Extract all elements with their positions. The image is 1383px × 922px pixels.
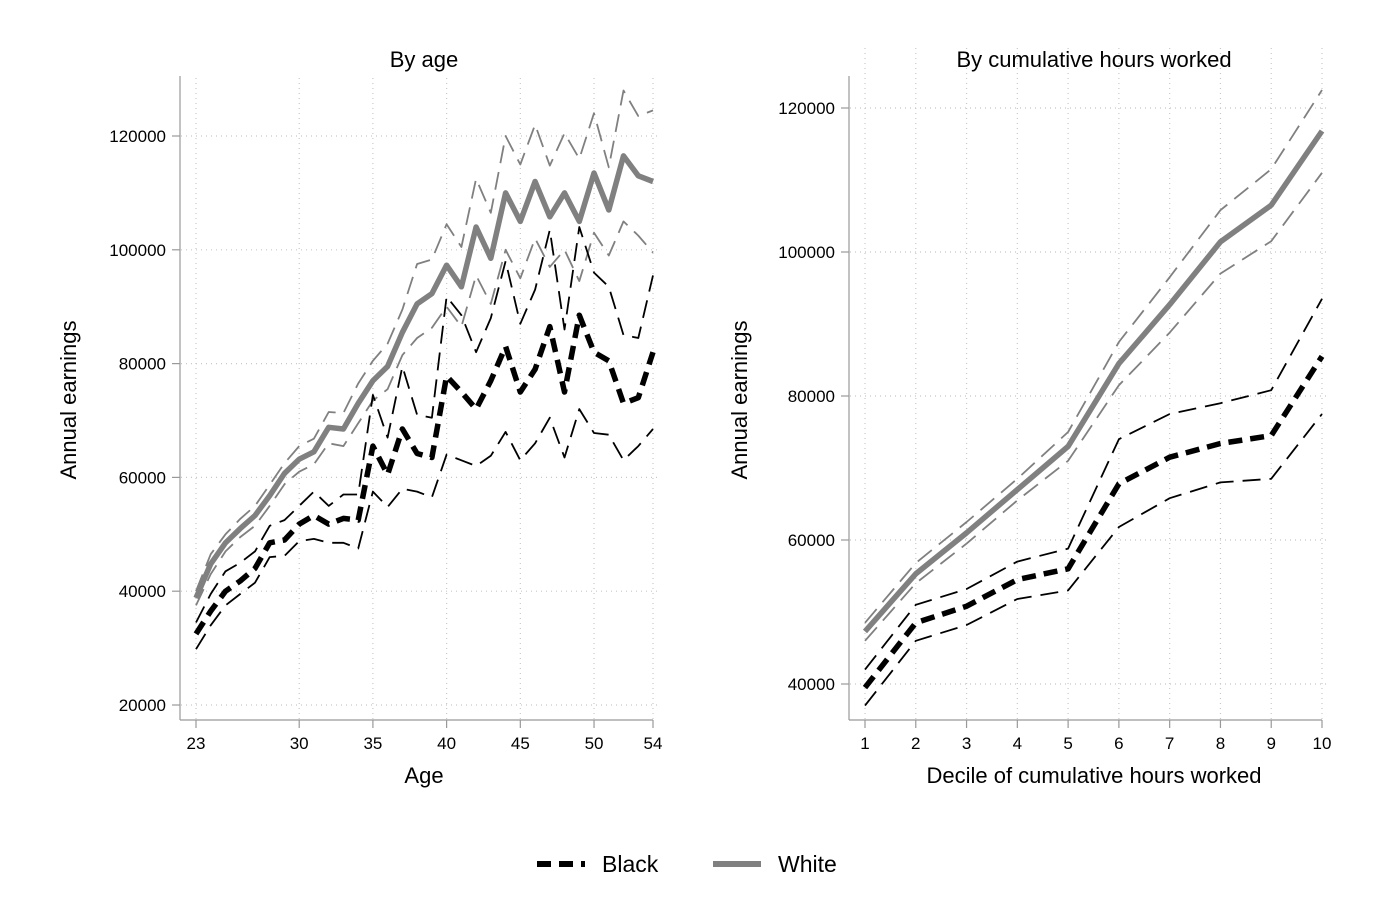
axes xyxy=(848,76,1322,721)
series-line-white xyxy=(862,129,1325,634)
axes xyxy=(179,76,653,721)
x-tick-label: 30 xyxy=(290,734,309,753)
series-lines xyxy=(862,129,1325,690)
panel-title: By age xyxy=(390,47,459,72)
x-tick-label: 10 xyxy=(1313,734,1332,753)
ci-line-black-ci-lower xyxy=(195,408,654,650)
x-tick-labels: 1 2 3 4 5 6 7 8 9 10 xyxy=(860,720,1331,753)
chart-panel-by-cumulative-hours: 1 2 3 4 5 6 7 8 9 10 400006000080000100000120000 … xyxy=(727,47,1331,788)
confidence-interval-lines xyxy=(195,89,654,650)
x-tick-label: 50 xyxy=(585,734,604,753)
y-tick-label: 120000 xyxy=(778,99,835,118)
y-tick-label: 20000 xyxy=(119,696,166,715)
x-tick-label: 2 xyxy=(911,734,920,753)
ci-line-white-ci-lower xyxy=(864,172,1323,642)
x-axis-title: Decile of cumulative hours worked xyxy=(926,763,1261,788)
y-tick-label: 80000 xyxy=(788,387,835,406)
series-line-black xyxy=(193,312,656,636)
y-tick-label: 80000 xyxy=(119,355,166,374)
y-tick-label: 100000 xyxy=(778,243,835,262)
ci-line-black-ci-upper xyxy=(864,298,1323,671)
x-tick-label: 23 xyxy=(187,734,206,753)
ci-line-white-ci-upper xyxy=(195,89,654,592)
ci-line-white-ci-upper xyxy=(864,89,1323,624)
y-axis-title: Annual earnings xyxy=(56,320,81,479)
x-tick-label: 7 xyxy=(1165,734,1174,753)
grid-lines xyxy=(850,48,1330,719)
x-tick-label: 1 xyxy=(860,734,869,753)
y-tick-label: 120000 xyxy=(109,127,166,146)
x-tick-label: 54 xyxy=(644,734,663,753)
ci-line-black-ci-upper xyxy=(195,226,654,623)
x-tick-labels: 23 30 35 40 45 50 54 xyxy=(187,720,663,753)
y-axis-title: Annual earnings xyxy=(727,320,752,479)
y-tick-labels: 40000 60000 80000 100000 120000 xyxy=(778,99,849,694)
y-tick-label: 40000 xyxy=(119,582,166,601)
y-tick-label: 40000 xyxy=(788,675,835,694)
series-lines xyxy=(193,153,656,636)
x-tick-label: 3 xyxy=(962,734,971,753)
legend-label-white: White xyxy=(778,851,837,877)
panel-title: By cumulative hours worked xyxy=(956,47,1231,72)
grid-lines xyxy=(181,76,661,719)
x-tick-label: 6 xyxy=(1114,734,1123,753)
y-tick-labels: 20000 40000 60000 80000 100000 120000 xyxy=(109,127,180,715)
confidence-interval-lines xyxy=(864,89,1323,707)
y-tick-label: 60000 xyxy=(788,531,835,550)
ci-line-black-ci-lower xyxy=(864,413,1323,707)
x-axis-title: Age xyxy=(404,763,443,788)
x-tick-label: 5 xyxy=(1063,734,1072,753)
y-tick-label: 60000 xyxy=(119,468,166,487)
legend: Black White xyxy=(537,851,837,877)
series-line-black xyxy=(862,354,1325,690)
series-line-white xyxy=(193,153,654,600)
x-tick-label: 35 xyxy=(363,734,382,753)
chart-panel-by-age: 23 30 35 40 45 50 54 20000 40000 60000 80000 10000… xyxy=(56,47,662,788)
y-tick-label: 100000 xyxy=(109,241,166,260)
x-tick-label: 9 xyxy=(1266,734,1275,753)
x-tick-label: 8 xyxy=(1216,734,1225,753)
x-tick-label: 4 xyxy=(1013,734,1022,753)
legend-label-black: Black xyxy=(602,851,659,877)
x-tick-label: 40 xyxy=(437,734,456,753)
x-tick-label: 45 xyxy=(511,734,530,753)
